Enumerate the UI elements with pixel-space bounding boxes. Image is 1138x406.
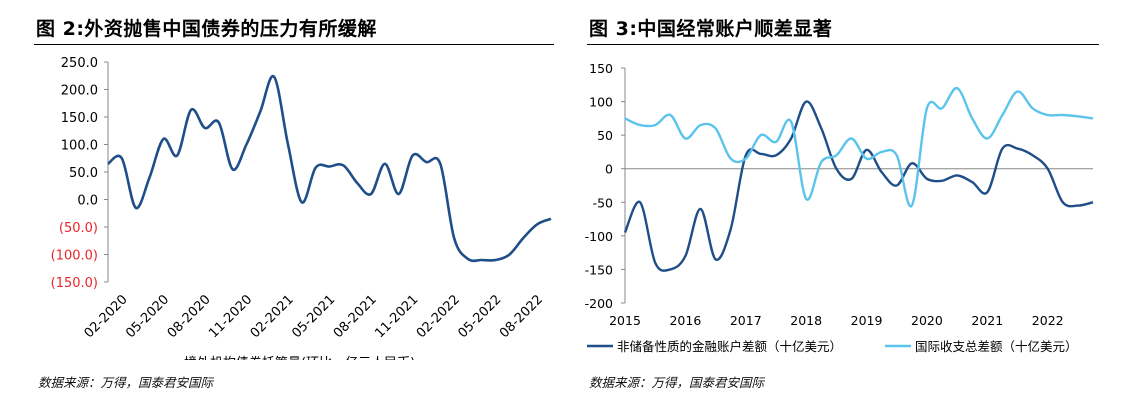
x-tick-label: 2021 (971, 313, 1003, 328)
x-tick-label: 02-2020 (82, 292, 131, 341)
x-tick-label: 2017 (730, 313, 762, 328)
right-panel: 图 3:中国经常账户顺差显著 150 100 50 0 -50 -100 -150 -200 2… (583, 0, 1138, 406)
x-tick-label: 02-2021 (248, 292, 297, 341)
source-note: 数据来源：万得，国泰君安国际 (589, 375, 765, 390)
x-tick-label: 05-2021 (289, 292, 338, 341)
title-divider (34, 44, 554, 45)
legend-label: 国际收支总差额（十亿美元） (915, 339, 1078, 354)
y-tick-label: 0.0 (77, 194, 98, 209)
x-tick-label: 2019 (851, 313, 883, 328)
source-note: 数据来源：万得，国泰君安国际 (38, 375, 214, 390)
y-tick-label: 50.0 (69, 166, 98, 181)
x-tick-label: 08-2022 (497, 292, 546, 341)
y-tick-label: 150 (589, 61, 613, 76)
y-tick-label: 150.0 (61, 111, 98, 126)
panel-title: 图 2:外资抛售中国债券的压力有所缓解 (36, 18, 377, 40)
x-tick-label: 2018 (790, 313, 822, 328)
x-tick-label: 2015 (609, 313, 641, 328)
y-tick-label: -150 (585, 262, 613, 277)
current-account-chart: 150 100 50 0 -50 -100 -150 -200 2015 2016 2017 2018… (585, 61, 1094, 354)
series-line (107, 74, 552, 263)
y-tick-label: 200.0 (61, 84, 98, 99)
y-tick-label: 100.0 (61, 139, 98, 154)
x-tick-label: 05-2022 (455, 292, 504, 341)
series-line (623, 100, 1094, 272)
y-tick-label: -100 (585, 229, 613, 244)
title-divider (587, 44, 1099, 45)
panel-title: 图 3:中国经常账户顺差显著 (589, 18, 833, 40)
legend-label: 非储备性质的金融账户差额（十亿美元） (617, 339, 842, 354)
x-tick-label: 08-2020 (165, 292, 214, 341)
x-tick-label: 08-2021 (331, 292, 380, 341)
y-tick-label: (100.0) (51, 249, 98, 264)
y-tick-label: -50 (593, 195, 613, 210)
x-tick-label: 02-2022 (414, 292, 463, 341)
legend-label: 境外机构债券托管量(环比，亿元人民币) (184, 355, 415, 360)
y-tick-label: 250.0 (61, 56, 98, 71)
y-tick-label: 50 (597, 128, 613, 143)
y-tick-label: 0 (605, 162, 613, 177)
x-tick-label: 2016 (669, 313, 701, 328)
y-tick-label: (150.0) (51, 276, 98, 291)
y-tick-label: -200 (585, 296, 613, 311)
x-tick-label: 11-2020 (206, 292, 255, 341)
x-tick-label: 05-2020 (123, 292, 172, 341)
y-tick-label: (50.0) (59, 221, 98, 236)
x-tick-label: 2020 (911, 313, 943, 328)
series-line (624, 86, 1094, 208)
y-tick-label: 100 (589, 95, 613, 110)
bond-custody-chart: 250.0 200.0 150.0 100.0 50.0 0.0 (50.0) (100.0)… (51, 56, 552, 360)
left-panel: 图 2:外资抛售中国债券的压力有所缓解 250.0 200.0 150.0 100.0… (34, 18, 554, 390)
x-tick-label: 2022 (1032, 313, 1064, 328)
x-tick-label: 11-2021 (372, 292, 421, 341)
